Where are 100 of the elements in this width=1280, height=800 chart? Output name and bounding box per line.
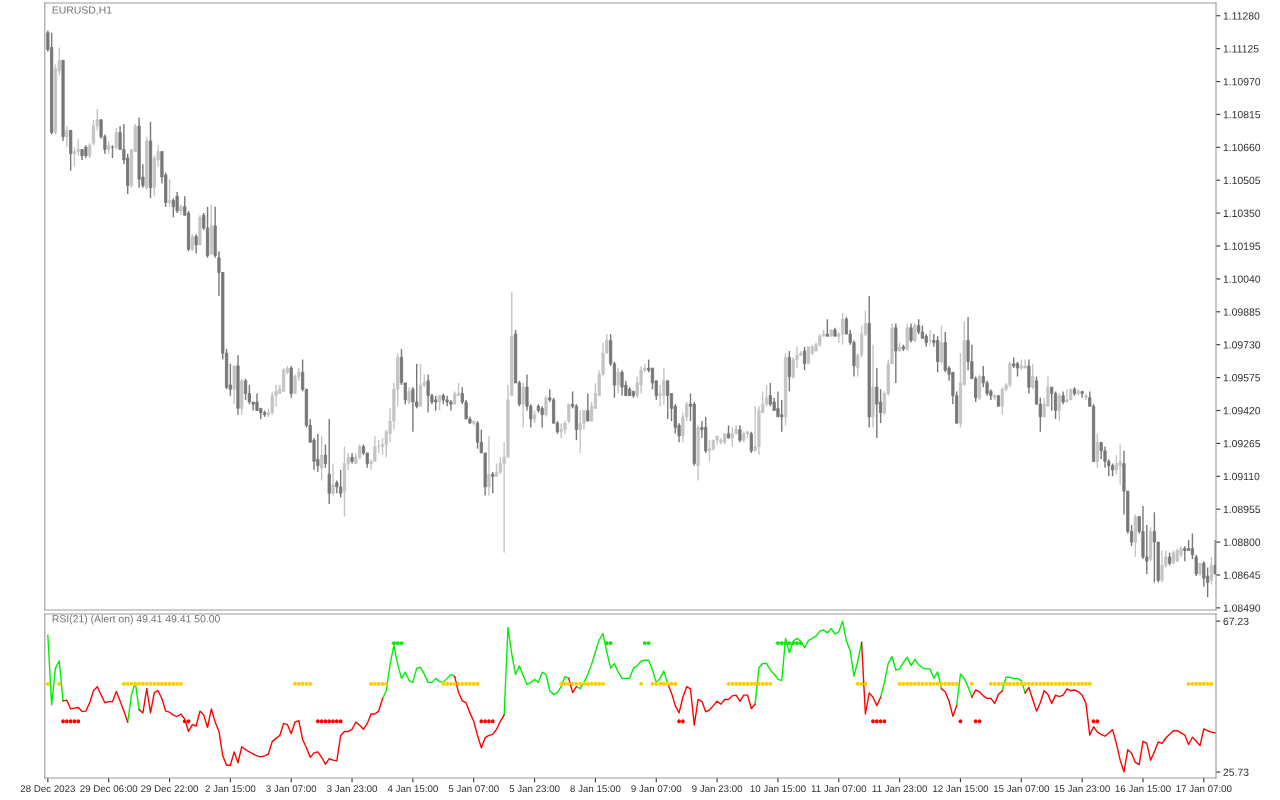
candlestick xyxy=(1209,556,1214,586)
candlestick xyxy=(232,365,236,405)
candlestick xyxy=(243,377,248,401)
chart-title: EURUSD,H1 xyxy=(52,6,112,15)
candlestick xyxy=(909,322,913,344)
candlestick xyxy=(247,384,251,405)
y-tick-label: 1.11125 xyxy=(1223,45,1259,53)
candlestick xyxy=(586,392,590,422)
candlestick xyxy=(65,125,69,149)
y-tick-label: 1.08955 xyxy=(1223,505,1261,514)
candlestick xyxy=(977,373,982,401)
x-tick-label: 8 Jan 15:00 xyxy=(570,785,621,793)
candlestick xyxy=(936,335,940,373)
candlestick xyxy=(91,119,96,146)
candlestick xyxy=(658,384,662,407)
candlestick xyxy=(1008,360,1012,388)
y-tick-label: 1.08645 xyxy=(1223,571,1261,579)
candlestick xyxy=(574,403,578,441)
candlestick xyxy=(521,382,525,429)
y-tick-label: 1.10505 xyxy=(1223,176,1261,185)
y-tick-label: 1.09420 xyxy=(1223,407,1261,415)
x-tick-label: 3 Jan 23:00 xyxy=(327,785,378,793)
y-tick-label: 1.09730 xyxy=(1223,341,1261,349)
x-tick-label: 17 Jan 07:00 xyxy=(1176,785,1232,793)
candlestick xyxy=(339,469,343,499)
y-tick-label: 1.08490 xyxy=(1223,604,1261,612)
x-tick-label: 15 Jan 07:00 xyxy=(993,785,1050,793)
y-tick-label: 1.10970 xyxy=(1223,78,1261,86)
candlestick xyxy=(426,373,430,414)
chart-title: RSI(21) (Alert on) 49.41 49.41 50.00 xyxy=(52,614,220,625)
candlestick xyxy=(491,471,495,494)
candlestick xyxy=(768,382,772,407)
candlestick xyxy=(316,433,320,473)
candlestick xyxy=(114,127,118,151)
x-tick-label: 12 Jan 15:00 xyxy=(933,785,989,793)
candlestick xyxy=(639,365,643,395)
y-tick-label: 1.08800 xyxy=(1223,538,1261,546)
candlestick xyxy=(616,367,620,395)
candlestick xyxy=(1160,549,1164,584)
candlestick xyxy=(1027,358,1031,395)
x-tick-label: 9 Jan 07:00 xyxy=(631,785,682,793)
candlestick xyxy=(72,146,77,168)
candlestick xyxy=(894,322,898,384)
x-tick-label: 9 Jan 23:00 xyxy=(692,785,743,793)
candlestick xyxy=(787,350,791,393)
candlestick xyxy=(578,409,582,454)
x-tick-label: 29 Dec 22:00 xyxy=(141,785,199,793)
y-tick-label: 1.09885 xyxy=(1223,308,1261,316)
x-tick-label: 2 Jan 15:00 xyxy=(205,785,256,793)
candlestick xyxy=(1152,511,1156,584)
x-tick-label: 11 Jan 23:00 xyxy=(872,785,927,793)
y-tick-label: 1.10660 xyxy=(1223,143,1261,152)
candlestick xyxy=(323,443,328,469)
x-tick-label: 28 Dec 2023 xyxy=(20,785,75,793)
y-tick-label: 67.23 xyxy=(1223,617,1249,626)
candlestick xyxy=(620,369,624,397)
y-tick-label: 1.11280 xyxy=(1223,12,1260,20)
candlestick xyxy=(666,380,670,420)
candlestick xyxy=(662,367,666,405)
x-tick-label: 10 Jan 15:00 xyxy=(750,785,806,793)
candlestick xyxy=(171,197,175,219)
candlestick xyxy=(1118,443,1122,486)
candlestick xyxy=(749,431,753,454)
candlestick xyxy=(540,405,544,429)
x-tick-label: 11 Jan 07:00 xyxy=(811,785,867,793)
y-tick-label: 1.09265 xyxy=(1223,439,1261,448)
candlestick xyxy=(753,405,757,452)
candlestick xyxy=(780,399,784,433)
candlestick xyxy=(1053,390,1058,420)
y-tick-label: 1.10195 xyxy=(1223,242,1261,250)
candlestick xyxy=(544,394,548,418)
y-tick-label: 1.10040 xyxy=(1223,275,1261,283)
y-tick-label: 1.10350 xyxy=(1223,209,1261,217)
candlestick xyxy=(327,418,331,505)
candlestick xyxy=(913,322,917,344)
candlestick xyxy=(331,462,335,497)
candlestick xyxy=(320,435,324,482)
candlestick xyxy=(175,191,179,214)
x-tick-label: 16 Jan 15:00 xyxy=(1115,785,1171,793)
x-tick-label: 29 Dec 06:00 xyxy=(80,785,138,793)
x-tick-label: 5 Jan 23:00 xyxy=(509,785,560,793)
y-tick-label: 25.73 xyxy=(1223,768,1249,776)
y-tick-label: 1.09575 xyxy=(1223,374,1261,382)
candlestick xyxy=(167,178,172,208)
candlestick xyxy=(1031,363,1035,390)
candlestick xyxy=(939,324,944,365)
candlestick xyxy=(487,435,491,497)
candlestick xyxy=(704,416,708,454)
candlestick xyxy=(69,129,73,172)
x-tick-label: 5 Jan 07:00 xyxy=(448,785,499,793)
candlestick xyxy=(1057,392,1061,422)
y-tick-label: 1.09110 xyxy=(1223,472,1260,481)
candlestick xyxy=(1065,388,1069,403)
candlestick xyxy=(1000,386,1004,416)
y-tick-label: 1.10815 xyxy=(1223,110,1261,119)
candlestick xyxy=(282,367,286,393)
candlestick xyxy=(1095,433,1099,469)
candlestick xyxy=(905,322,909,352)
candlestick xyxy=(559,422,563,439)
x-tick-label: 4 Jan 15:00 xyxy=(387,785,438,793)
